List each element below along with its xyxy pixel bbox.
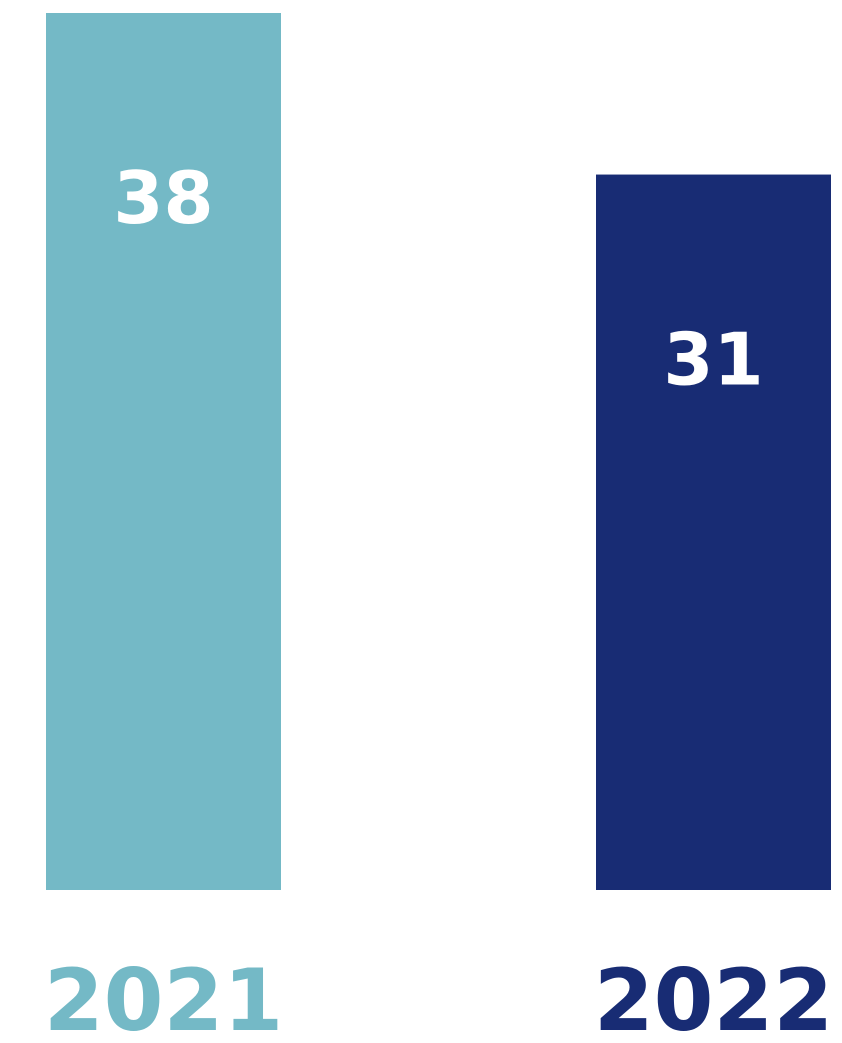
bar-value-label-2022: 31 [663, 318, 763, 402]
bar-value-label-2021: 38 [113, 156, 213, 240]
bars-layer [46, 13, 831, 890]
category-label-2021: 2021 [44, 951, 283, 1043]
category-label-2022: 2022 [594, 951, 833, 1043]
category-labels-layer: 2021 2022 [44, 951, 833, 1043]
bar-2021 [46, 13, 281, 890]
bar-2022 [596, 175, 831, 890]
